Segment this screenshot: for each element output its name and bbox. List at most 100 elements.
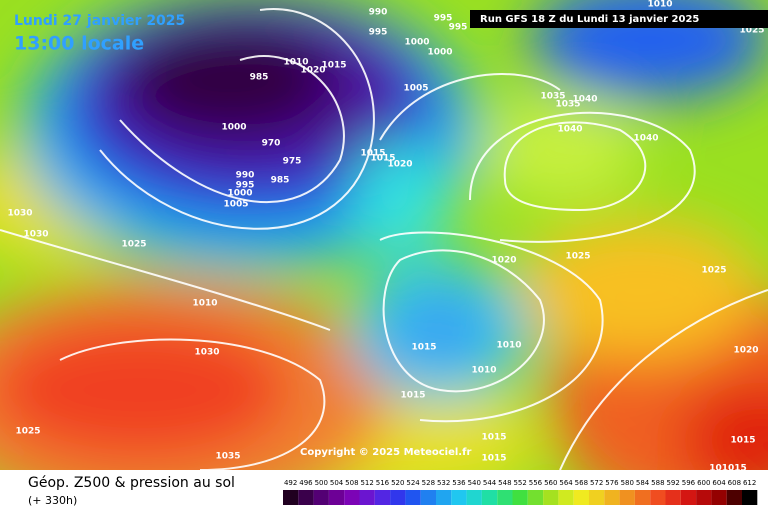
isobar-label: 1020	[300, 66, 325, 76]
legend-swatch	[680, 490, 697, 505]
legend-tick-label: 548	[498, 479, 511, 487]
isobar-label: 1025	[739, 26, 764, 36]
isobar-label: 990	[369, 8, 388, 18]
legend-swatch	[497, 490, 513, 505]
legend-swatch	[420, 490, 436, 505]
legend-swatch	[742, 490, 758, 505]
footer-title: Géop. Z500 & pression au sol	[28, 475, 235, 491]
legend-tick-label: 520	[391, 479, 404, 487]
legend-swatch	[359, 490, 375, 505]
legend-swatch	[328, 490, 345, 505]
isobar-label: 1015	[360, 149, 385, 159]
isobar-label: 1015	[370, 154, 395, 164]
legend-swatch	[390, 490, 406, 505]
isobar-label: 1030	[194, 348, 219, 358]
contour	[503, 121, 647, 212]
isobar-label: 1005	[223, 200, 248, 210]
isobar-label: 1035	[215, 452, 240, 462]
isobar-labels: 9909959959951000100010101020101598510051…	[7, 0, 764, 474]
contour	[469, 111, 696, 243]
isobar-label: 1035	[540, 92, 565, 102]
isobar-label: 1020	[733, 346, 758, 356]
legend-tick-label: 556	[529, 479, 543, 487]
isobar-label: 1035	[555, 100, 580, 110]
legend-tick-label: 500	[315, 479, 328, 487]
legend-swatch	[726, 490, 742, 505]
legend-swatch	[344, 490, 360, 505]
legend-tick-label: 580	[621, 479, 634, 487]
legend-swatch	[313, 490, 329, 505]
legend-swatch	[451, 490, 467, 505]
isobar-label: 1015	[730, 436, 755, 446]
legend-tick-label: 512	[360, 479, 373, 487]
legend-tick-label: 596	[682, 479, 696, 487]
isobar-label: 1020	[491, 256, 516, 266]
isobar-label: 1025	[15, 427, 40, 437]
legend-tick-label: 540	[468, 479, 481, 487]
legend-tick-label: 552	[513, 479, 526, 487]
isobar-label: 1000	[404, 38, 429, 48]
contour	[99, 8, 375, 230]
isobar-label: 1010	[192, 299, 217, 309]
date-label: Lundi 27 janvier 2025	[14, 13, 185, 29]
isobar-label: 1040	[572, 95, 597, 105]
isobar-label: 1015	[400, 391, 425, 401]
isobar-label: 1030	[7, 209, 32, 219]
footer-lead: (+ 330h)	[28, 494, 77, 507]
legend-swatch	[374, 490, 391, 505]
legend-tick-label: 612	[743, 479, 756, 487]
isobar-label: 985	[271, 176, 290, 186]
legend-swatch	[405, 490, 421, 505]
color-legend: 492 496 500 504 508 512 516 520 524 528 532 536 540 5…	[283, 479, 758, 505]
isobar-label: 1040	[557, 125, 582, 135]
legend-swatch	[283, 490, 299, 505]
legend-swatch	[604, 490, 620, 505]
legend-swatch	[436, 490, 452, 505]
legend-tick-label: 592	[666, 479, 679, 487]
legend-swatch	[481, 490, 498, 505]
legend-tick-label: 496	[299, 479, 313, 487]
legend-swatch	[696, 490, 712, 505]
isobar-label: 101015	[709, 464, 747, 474]
isobar-label: 1015	[321, 61, 346, 71]
legend-swatch	[298, 490, 314, 505]
isobar-label: 1010	[471, 366, 496, 376]
legend-tick-label: 560	[544, 479, 557, 487]
legend-swatch	[573, 490, 589, 505]
legend-tick-label: 528	[422, 479, 435, 487]
legend-tick-label: 524	[406, 479, 420, 487]
time-label: 13:00 locale	[14, 33, 144, 55]
run-label: Run GFS 18 Z du Lundi 13 janvier 2025	[480, 14, 699, 25]
legend-tick-label: 576	[605, 479, 619, 487]
isobar-label: 970	[262, 139, 281, 149]
legend-tick-label: 508	[345, 479, 358, 487]
legend-tick-label: 536	[452, 479, 466, 487]
isobar-label: 1000	[227, 189, 252, 199]
legend-swatch	[512, 490, 528, 505]
isobar-label: 1015	[411, 343, 436, 353]
isobar-label: 1000	[427, 48, 452, 58]
isobar-label: 1020	[387, 160, 412, 170]
isobar-label: 995	[236, 181, 255, 191]
run-box	[470, 10, 768, 28]
isobar-label: 995	[449, 23, 468, 33]
legend-tick-label: 568	[575, 479, 588, 487]
contour	[379, 231, 604, 423]
legend-swatch	[543, 490, 559, 505]
legend-tick-label: 604	[712, 479, 726, 487]
contour	[0, 229, 331, 331]
contour	[379, 73, 561, 141]
legend-tick-label: 584	[636, 479, 650, 487]
isobar-label: 995	[369, 28, 388, 38]
legend-tick-label: 608	[728, 479, 741, 487]
legend-swatch	[558, 490, 574, 505]
isobar-label: 1015	[481, 454, 506, 464]
legend-tick-label: 532	[437, 479, 450, 487]
isobar-label: 1030	[23, 230, 48, 240]
contours	[0, 8, 768, 471]
legend-tick-label: 564	[559, 479, 573, 487]
legend-tick-label: 544	[483, 479, 497, 487]
